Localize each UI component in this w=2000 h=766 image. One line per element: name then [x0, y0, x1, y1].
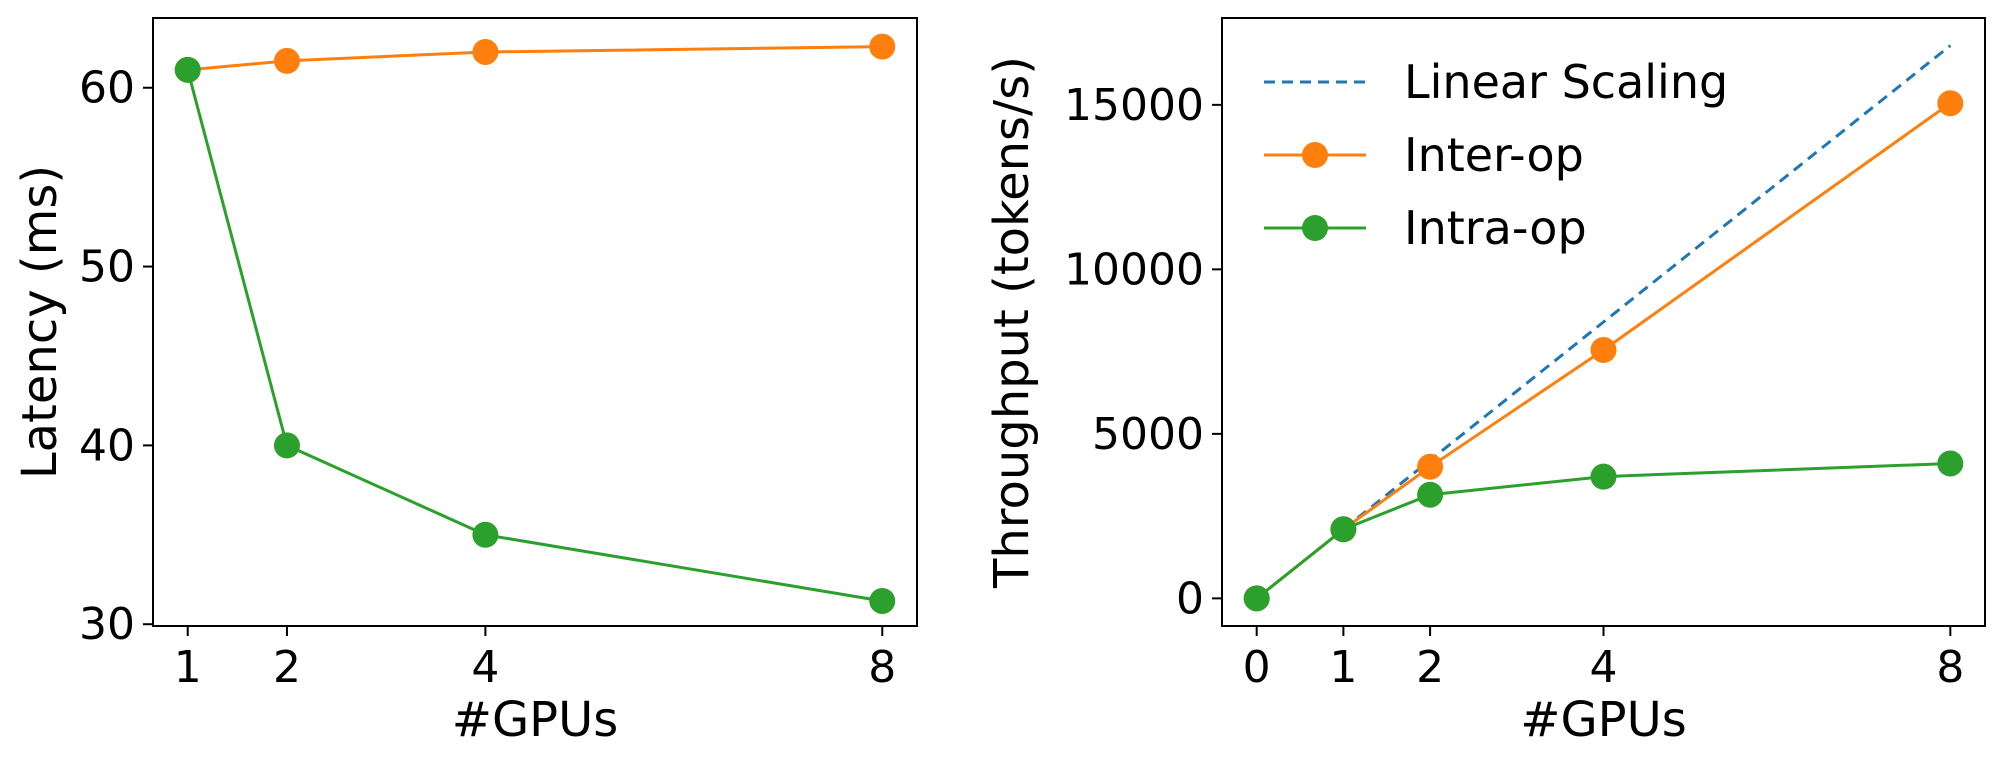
legend-marker-inter — [1302, 142, 1328, 168]
throughput-x-axis-label: #GPUs — [1520, 692, 1687, 748]
throughput-intra-point-4 — [1937, 450, 1964, 477]
latency-x-tick-label-0: 1 — [174, 642, 202, 693]
throughput-intra-point-0 — [1243, 585, 1270, 612]
latency-intra-point-1 — [273, 432, 300, 459]
latency-y-tick-label-2: 50 — [79, 242, 135, 293]
latency-inter-point-3 — [869, 33, 896, 60]
legend-label-linear: Linear Scaling — [1404, 55, 1728, 109]
latency-x-tick-label-3: 8 — [868, 642, 896, 693]
latency-inter-line — [187, 45, 883, 72]
throughput-y-tick-label-0: 0 — [1176, 573, 1204, 624]
throughput-chart: 0 1 2 4 8 0 5000 10000 15000 #GPUs Throughput (tok… — [984, 17, 1986, 748]
throughput-x-tick-label-0: 0 — [1243, 642, 1271, 693]
latency-intra-point-2 — [472, 521, 499, 548]
latency-intra-point-3 — [869, 587, 896, 614]
throughput-y-tick-label-2: 10000 — [1064, 244, 1204, 295]
throughput-intra-point-1 — [1330, 516, 1357, 543]
legend: Linear Scaling Inter-op Intra-op — [1264, 55, 1728, 255]
throughput-y-axis-label: Throughput (tokens/s) — [984, 56, 1040, 589]
legend-label-intra: Intra-op — [1404, 201, 1587, 255]
throughput-x-tick-label-4: 8 — [1936, 642, 1964, 693]
throughput-inter-point-2 — [1417, 453, 1444, 480]
latency-inter-point-1 — [273, 47, 300, 74]
throughput-inter-point-3 — [1590, 336, 1617, 363]
throughput-y-tick-label-3: 15000 — [1064, 80, 1204, 131]
latency-y-tick-label-0: 30 — [79, 599, 135, 650]
throughput-linear-line — [1342, 44, 1952, 531]
latency-y-tick-label-1: 40 — [79, 420, 135, 471]
latency-intra-line — [186, 69, 883, 603]
throughput-intra-point-3 — [1590, 463, 1617, 490]
latency-x-axis-label: #GPUs — [452, 692, 619, 748]
throughput-y-tick-label-1: 5000 — [1092, 409, 1204, 460]
latency-axes-frame — [152, 17, 918, 627]
latency-y-axis-label: Latency (ms) — [12, 165, 68, 479]
throughput-x-tick-label-3: 4 — [1590, 642, 1618, 693]
latency-inter-point-2 — [472, 38, 499, 65]
legend-marker-intra — [1302, 215, 1328, 241]
throughput-x-tick-label-1: 1 — [1329, 642, 1357, 693]
throughput-intra-point-2 — [1417, 481, 1444, 508]
legend-label-inter: Inter-op — [1404, 128, 1584, 182]
latency-x-tick-label-1: 2 — [273, 642, 301, 693]
latency-chart: 1 2 4 8 30 40 50 60 #GPUs Latency (ms) — [12, 17, 918, 748]
latency-x-tick-label-2: 4 — [471, 642, 499, 693]
throughput-x-tick-label-2: 2 — [1416, 642, 1444, 693]
latency-intra-point-0 — [174, 56, 201, 83]
latency-y-tick-label-3: 60 — [79, 63, 135, 114]
throughput-inter-point-4 — [1937, 90, 1964, 117]
